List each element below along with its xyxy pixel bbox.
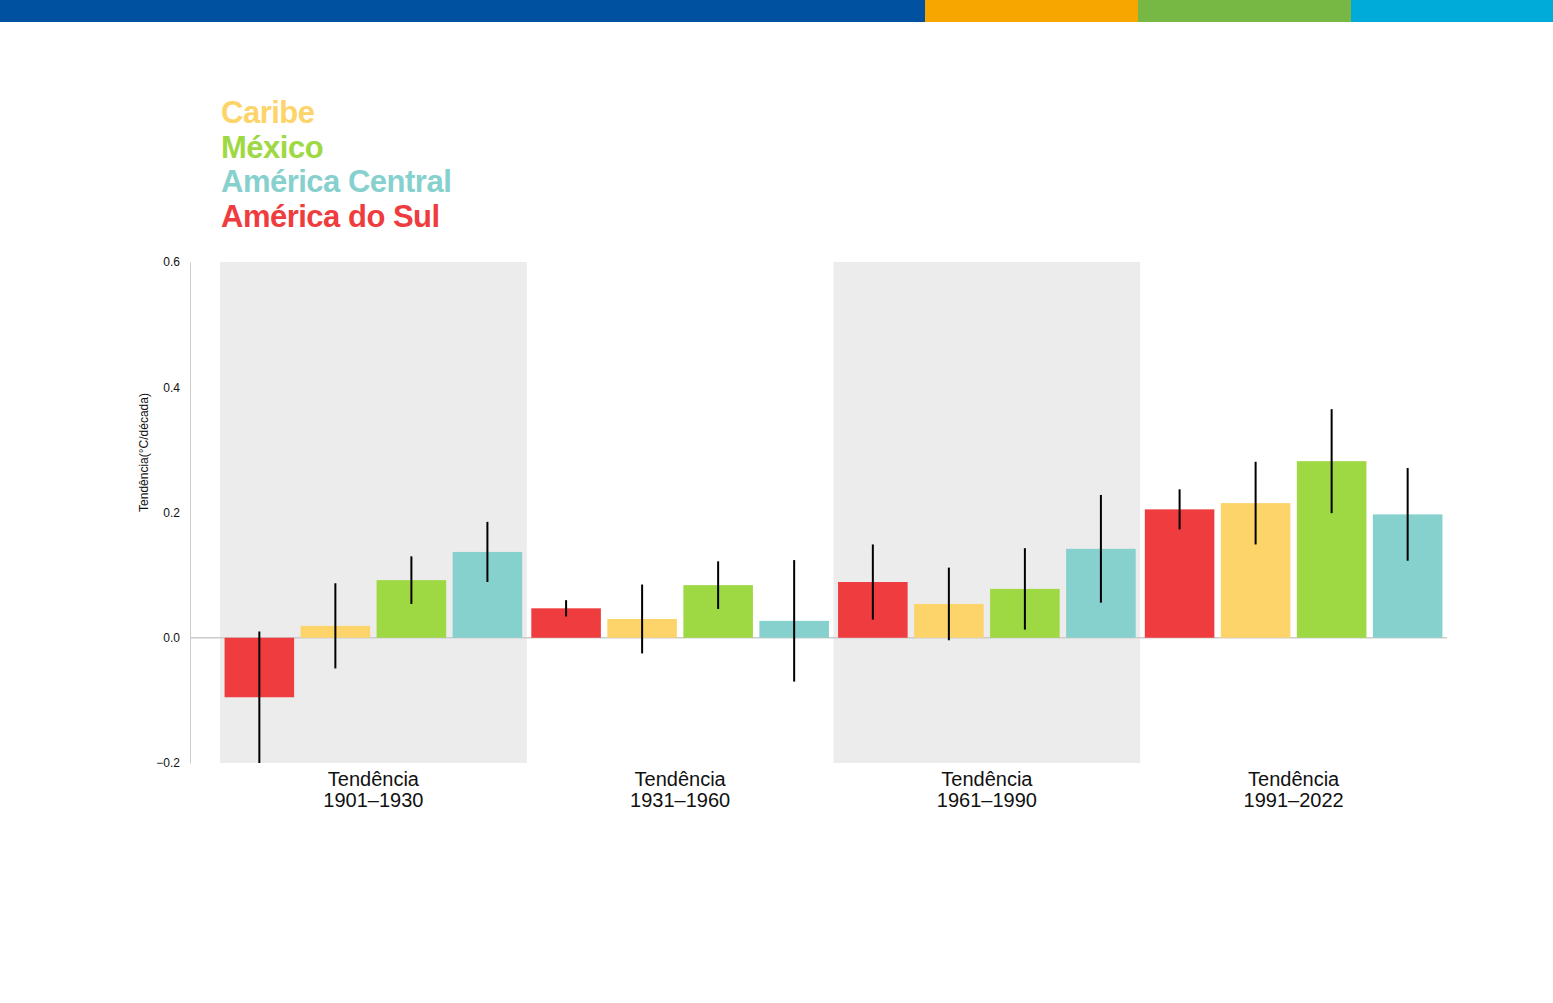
x-tick-label: Tendência1931–1960 [630,768,730,811]
error-bar [258,631,260,763]
legend-entry: América Central [221,164,451,199]
plot-area [225,409,1443,763]
error-bar [1024,548,1026,629]
error-bar [872,544,874,619]
header-strip [0,0,925,22]
error-bar [793,560,795,681]
x-tick: Tendência1901–1930 [323,763,423,811]
group-band [834,262,1141,763]
y-tick: −0.2 [156,756,190,770]
error-bar [641,585,643,654]
x-axis: Tendência1901–1930 Tendência1931–1960 Tend… [323,763,1343,811]
legend-entry: América do Sul [221,199,440,234]
error-bar [1100,495,1102,603]
y-tick-label: 0.2 [163,506,180,520]
error-bar [948,568,950,641]
error-bar [486,522,488,582]
x-tick: Tendência1991–2022 [1244,763,1344,811]
y-tick: 0.6 [163,255,190,269]
header-strip [925,0,1138,22]
y-tick-label: 0.4 [163,381,180,395]
y-tick-label: −0.2 [156,756,180,770]
x-tick-label: Tendência1991–2022 [1244,768,1344,811]
y-tick: 0.0 [163,631,190,645]
legend-entry: Caribe [221,95,315,130]
y-axis-line [190,263,191,764]
y-tick-label: 0.6 [163,255,180,269]
x-tick-label: Tendência1961–1990 [937,768,1037,811]
error-bar [410,556,412,604]
x-tick: Tendência1931–1960 [630,763,730,811]
chart: −0.2 0.0 0.2 0.4 0.6 Tendência(°C/década) Tend… [0,0,1553,1003]
y-axis-title: Tendência(°C/década) [137,393,151,512]
x-tick: Tendência1961–1990 [937,763,1037,811]
y-tick: 0.2 [163,506,190,520]
legend: CaribeMéxicoAmérica CentralAmérica do Su… [221,95,451,234]
header-strip [1138,0,1351,22]
y-tick: 0.4 [163,381,190,395]
error-bar [717,561,719,609]
error-bar [1179,489,1181,529]
error-bar [334,583,336,668]
x-tick-label: Tendência1901–1930 [323,768,423,811]
error-bar [1255,462,1257,545]
y-axis: −0.2 0.0 0.2 0.4 0.6 [156,255,190,770]
error-bar [1407,468,1409,561]
group-band [220,262,527,763]
legend-entry: México [221,130,323,165]
error-bar [565,600,567,616]
error-bar [1331,409,1333,513]
header-strip [1351,0,1553,22]
y-tick-label: 0.0 [163,631,180,645]
